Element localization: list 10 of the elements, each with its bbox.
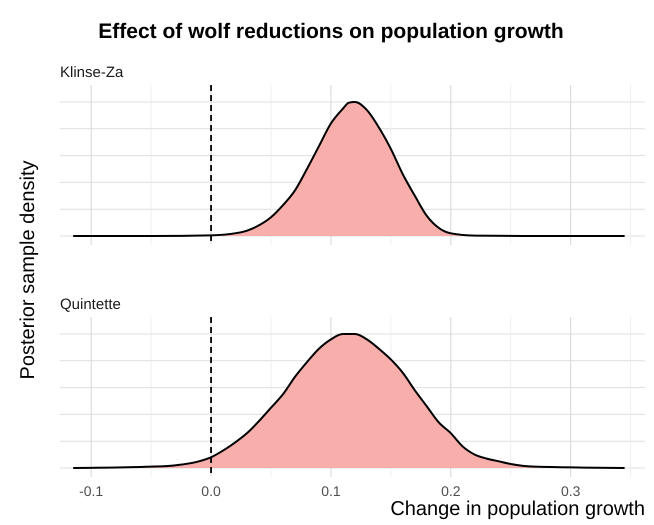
x-axis-title: Change in population growth xyxy=(390,498,645,520)
chart-subtitle: Klinse-Za xyxy=(60,64,124,81)
x-tick-label: 0.1 xyxy=(321,483,341,499)
chart-title: Quintette xyxy=(60,296,121,313)
x-tick-label: 0.0 xyxy=(201,483,221,499)
x-tick-label: -0.1 xyxy=(79,483,104,499)
chart-title: Effect of wolf reductions on population growth xyxy=(98,20,564,43)
x-tick-label: 0.3 xyxy=(560,483,581,499)
y-axis-title: Posterior sample density xyxy=(17,160,39,380)
x-tick-label: 0.2 xyxy=(441,483,461,499)
